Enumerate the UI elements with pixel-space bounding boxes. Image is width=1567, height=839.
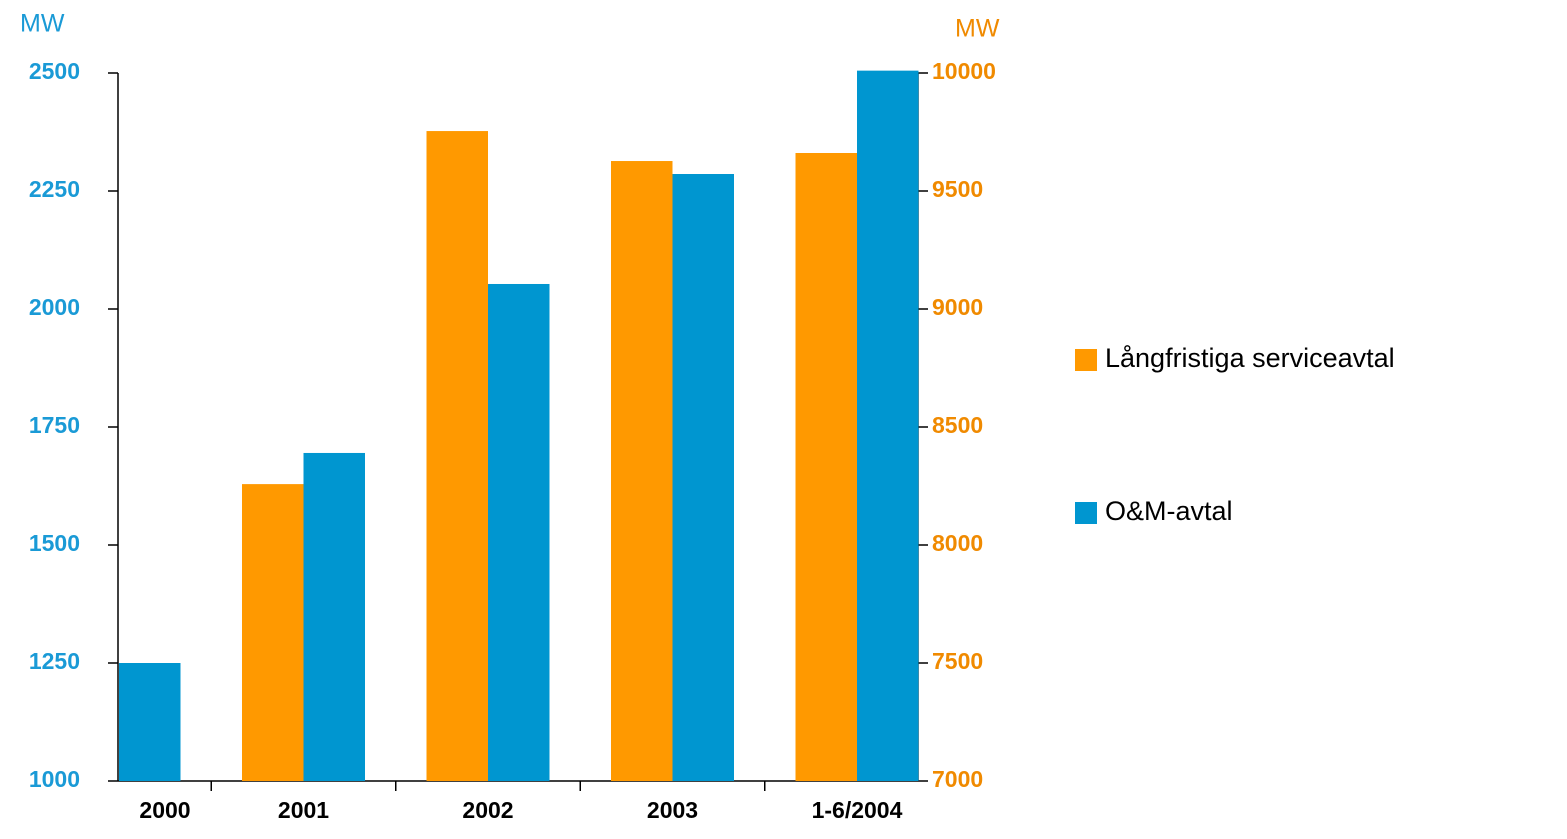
legend-swatch (1075, 502, 1097, 524)
y-tick-label: 1000 (29, 766, 80, 792)
bar (672, 174, 734, 781)
bar (795, 153, 857, 781)
legend-label: Långfristiga serviceavtal (1105, 343, 1395, 373)
y-tick-label: 1750 (29, 412, 80, 438)
x-tick-label: 2001 (278, 797, 329, 823)
legend-swatch (1075, 349, 1097, 371)
bar (242, 484, 304, 781)
y2-tick-label: 7500 (932, 648, 983, 674)
y-tick-label: 1500 (29, 530, 80, 556)
bar (611, 161, 673, 781)
bar (488, 283, 550, 781)
legend-label: O&M-avtal (1105, 496, 1233, 526)
y-tick-label: 2500 (29, 58, 80, 84)
x-tick-label: 1-6/2004 (812, 797, 903, 823)
x-tick-label: 2003 (647, 797, 698, 823)
bar (857, 70, 919, 781)
y2-tick-label: 9500 (932, 176, 983, 202)
bar (426, 131, 488, 781)
y-axis-label: MW (20, 10, 65, 38)
y2-tick-label: 10000 (932, 58, 996, 84)
bar (303, 452, 365, 781)
x-tick-label: 2000 (139, 797, 190, 823)
y2-axis-label: MW (955, 15, 1000, 43)
bar (119, 663, 181, 781)
x-tick-label: 2002 (462, 797, 513, 823)
y2-tick-label: 8500 (932, 412, 983, 438)
y-tick-label: 2250 (29, 176, 80, 202)
y2-tick-label: 8000 (932, 530, 983, 556)
y-tick-label: 2000 (29, 294, 80, 320)
y2-tick-label: 7000 (932, 766, 983, 792)
y2-tick-label: 9000 (932, 294, 983, 320)
y-tick-label: 1250 (29, 648, 80, 674)
